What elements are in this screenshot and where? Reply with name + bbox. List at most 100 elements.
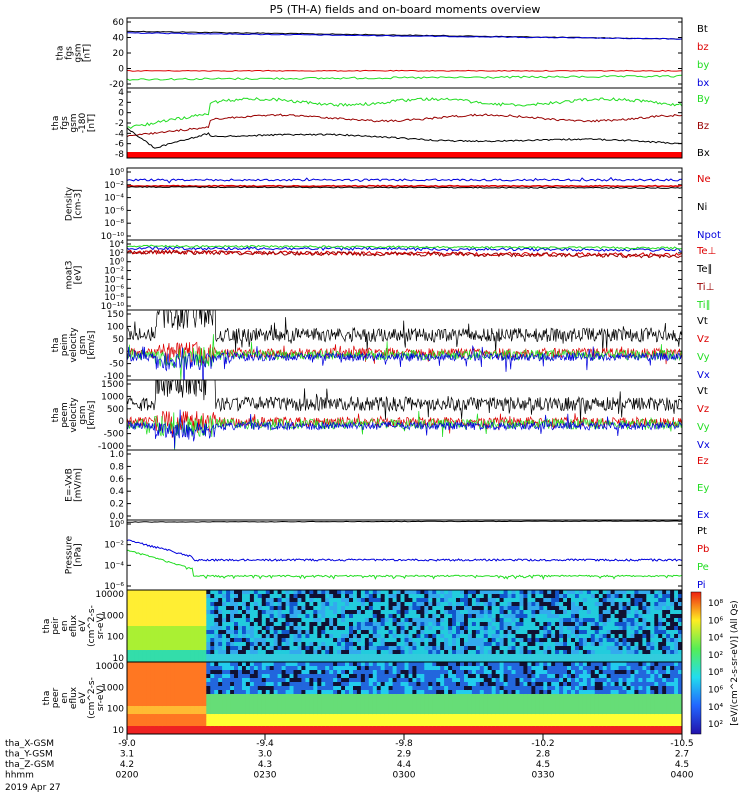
spectrogram-cell <box>289 614 294 619</box>
spectrogram-cell <box>230 674 235 679</box>
spectrogram-cell <box>559 618 564 623</box>
spectrogram-cell <box>535 674 540 679</box>
spectrogram-cell <box>376 634 382 639</box>
spectrogram-cell <box>567 606 572 611</box>
spectrogram-cell <box>440 606 445 611</box>
spectrogram-cell <box>487 614 493 619</box>
spectrogram-cell <box>666 638 671 643</box>
series-bx <box>127 127 682 149</box>
spectrogram-cell <box>412 706 417 711</box>
spectrogram-cell <box>539 658 544 662</box>
spectrogram-cell <box>194 594 199 599</box>
spectrogram-cell <box>265 702 271 707</box>
spectrogram-cell <box>392 694 397 699</box>
spectrogram-cell <box>317 630 322 635</box>
spectrogram-cell <box>253 674 259 679</box>
spectrogram-cell <box>412 690 417 695</box>
spectrogram-cell <box>285 622 290 627</box>
spectrogram-cell <box>265 622 271 627</box>
spectrogram-cell <box>242 678 247 683</box>
spectrogram-cell <box>563 646 568 651</box>
spectrogram-cell <box>618 630 623 635</box>
spectrogram-cell <box>444 606 449 611</box>
spectrogram-cell <box>666 610 671 615</box>
spectrogram-cell <box>598 702 604 707</box>
spectrogram-cell <box>559 638 564 643</box>
spectrogram-cell <box>265 726 271 731</box>
spectrogram-cell <box>448 706 453 711</box>
spectrogram-cell <box>289 710 294 715</box>
spectrogram-cell <box>646 594 651 599</box>
spectrogram-cell <box>273 590 279 595</box>
spectrogram-cell <box>281 606 286 611</box>
spectrogram-cell <box>360 654 366 659</box>
spectrogram-cell <box>670 638 675 643</box>
spectrogram-cell <box>305 630 310 635</box>
spectrogram-cell <box>424 654 429 659</box>
spectrogram-cell <box>547 686 552 691</box>
spectrogram-cell <box>575 658 580 662</box>
spectrogram-cell <box>412 730 417 734</box>
spectrogram-cell <box>142 610 148 615</box>
spectrogram-cell <box>372 694 378 699</box>
spectrogram-cell <box>249 698 255 703</box>
spectrogram-cell <box>146 666 152 671</box>
spectrogram-cell <box>360 634 366 639</box>
spectrogram-cell <box>424 714 429 719</box>
spectrogram-cell <box>281 658 286 662</box>
spectrogram-cell <box>245 598 251 603</box>
spectrogram-cell <box>349 662 354 667</box>
spectrogram-cell <box>610 598 615 603</box>
spectrogram-cell <box>317 598 322 603</box>
spectrogram-cell <box>634 646 639 651</box>
spectrogram-cell <box>460 686 465 691</box>
spectrogram-cell <box>238 662 243 667</box>
spectrogram-cell <box>293 634 298 639</box>
spectrogram-cell <box>170 694 175 699</box>
spectrogram-cell <box>555 606 560 611</box>
spectrogram-cell <box>297 646 302 651</box>
ylabel-line: fgs <box>65 46 75 60</box>
spectrogram-cell <box>234 642 239 647</box>
spectrogram-cell <box>325 662 330 667</box>
spectrogram-cell <box>158 706 164 711</box>
spectrogram-cell <box>158 678 164 683</box>
spectrogram-cell <box>368 662 374 667</box>
spectrogram-cell <box>491 690 497 695</box>
spectrogram-cell <box>642 590 647 595</box>
spectrogram-cell <box>539 666 544 671</box>
spectrogram-cell <box>313 594 318 599</box>
spectrogram-cell <box>531 634 536 639</box>
spectrogram-cell <box>408 726 413 731</box>
spectrogram-cell <box>360 590 366 595</box>
spectrogram-cell <box>578 630 584 635</box>
spectrogram-cell <box>305 698 310 703</box>
spectrogram-cell <box>666 614 671 619</box>
spectrogram-cell <box>563 726 568 731</box>
spectrogram-cell <box>222 694 227 699</box>
spectrogram-cell <box>571 614 576 619</box>
spectrogram-cell <box>317 714 322 719</box>
spectrogram-cell <box>479 706 485 711</box>
spectrogram-cell <box>214 678 219 683</box>
spectrogram-cell <box>218 714 223 719</box>
spectrogram-cell <box>134 726 140 731</box>
spectrogram-cell <box>150 614 156 619</box>
spectrogram-cell <box>594 670 600 675</box>
spectrogram-cell <box>277 686 282 691</box>
spectrogram-cell <box>523 634 528 639</box>
spectrogram-cell <box>380 670 386 675</box>
spectrogram-cell <box>396 658 401 662</box>
spectrogram-cell <box>206 622 211 627</box>
spectrogram-cell <box>575 710 580 715</box>
ylabel-line: en <box>60 692 70 703</box>
spectrogram-cell <box>654 598 659 603</box>
spectrogram-cell <box>127 634 132 639</box>
spectrogram-cell <box>214 634 219 639</box>
spectrogram-cell <box>131 682 136 687</box>
spectrogram-cell <box>242 630 247 635</box>
spectrogram-cell <box>289 646 294 651</box>
spectrogram-cell <box>555 630 560 635</box>
spectrogram-cell <box>495 682 501 687</box>
